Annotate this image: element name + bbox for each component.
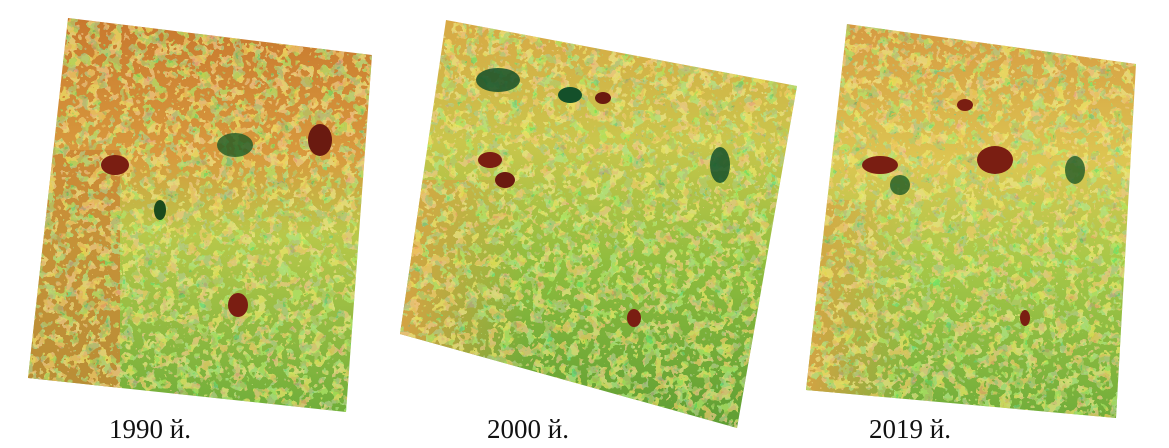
page: {"maps": [{"caption": "1990 й."}, {"capt… (0, 0, 1169, 448)
map-caption: 1990 й. (109, 414, 191, 444)
figure: 1990 й. 2000 й. 2019 й. (0, 0, 1169, 448)
map-caption: 2019 й. (869, 414, 951, 444)
map-1990 (20, 10, 380, 420)
map-2000 (395, 15, 805, 440)
map-2019 (800, 20, 1140, 420)
map-caption: 2000 й. (487, 414, 569, 444)
